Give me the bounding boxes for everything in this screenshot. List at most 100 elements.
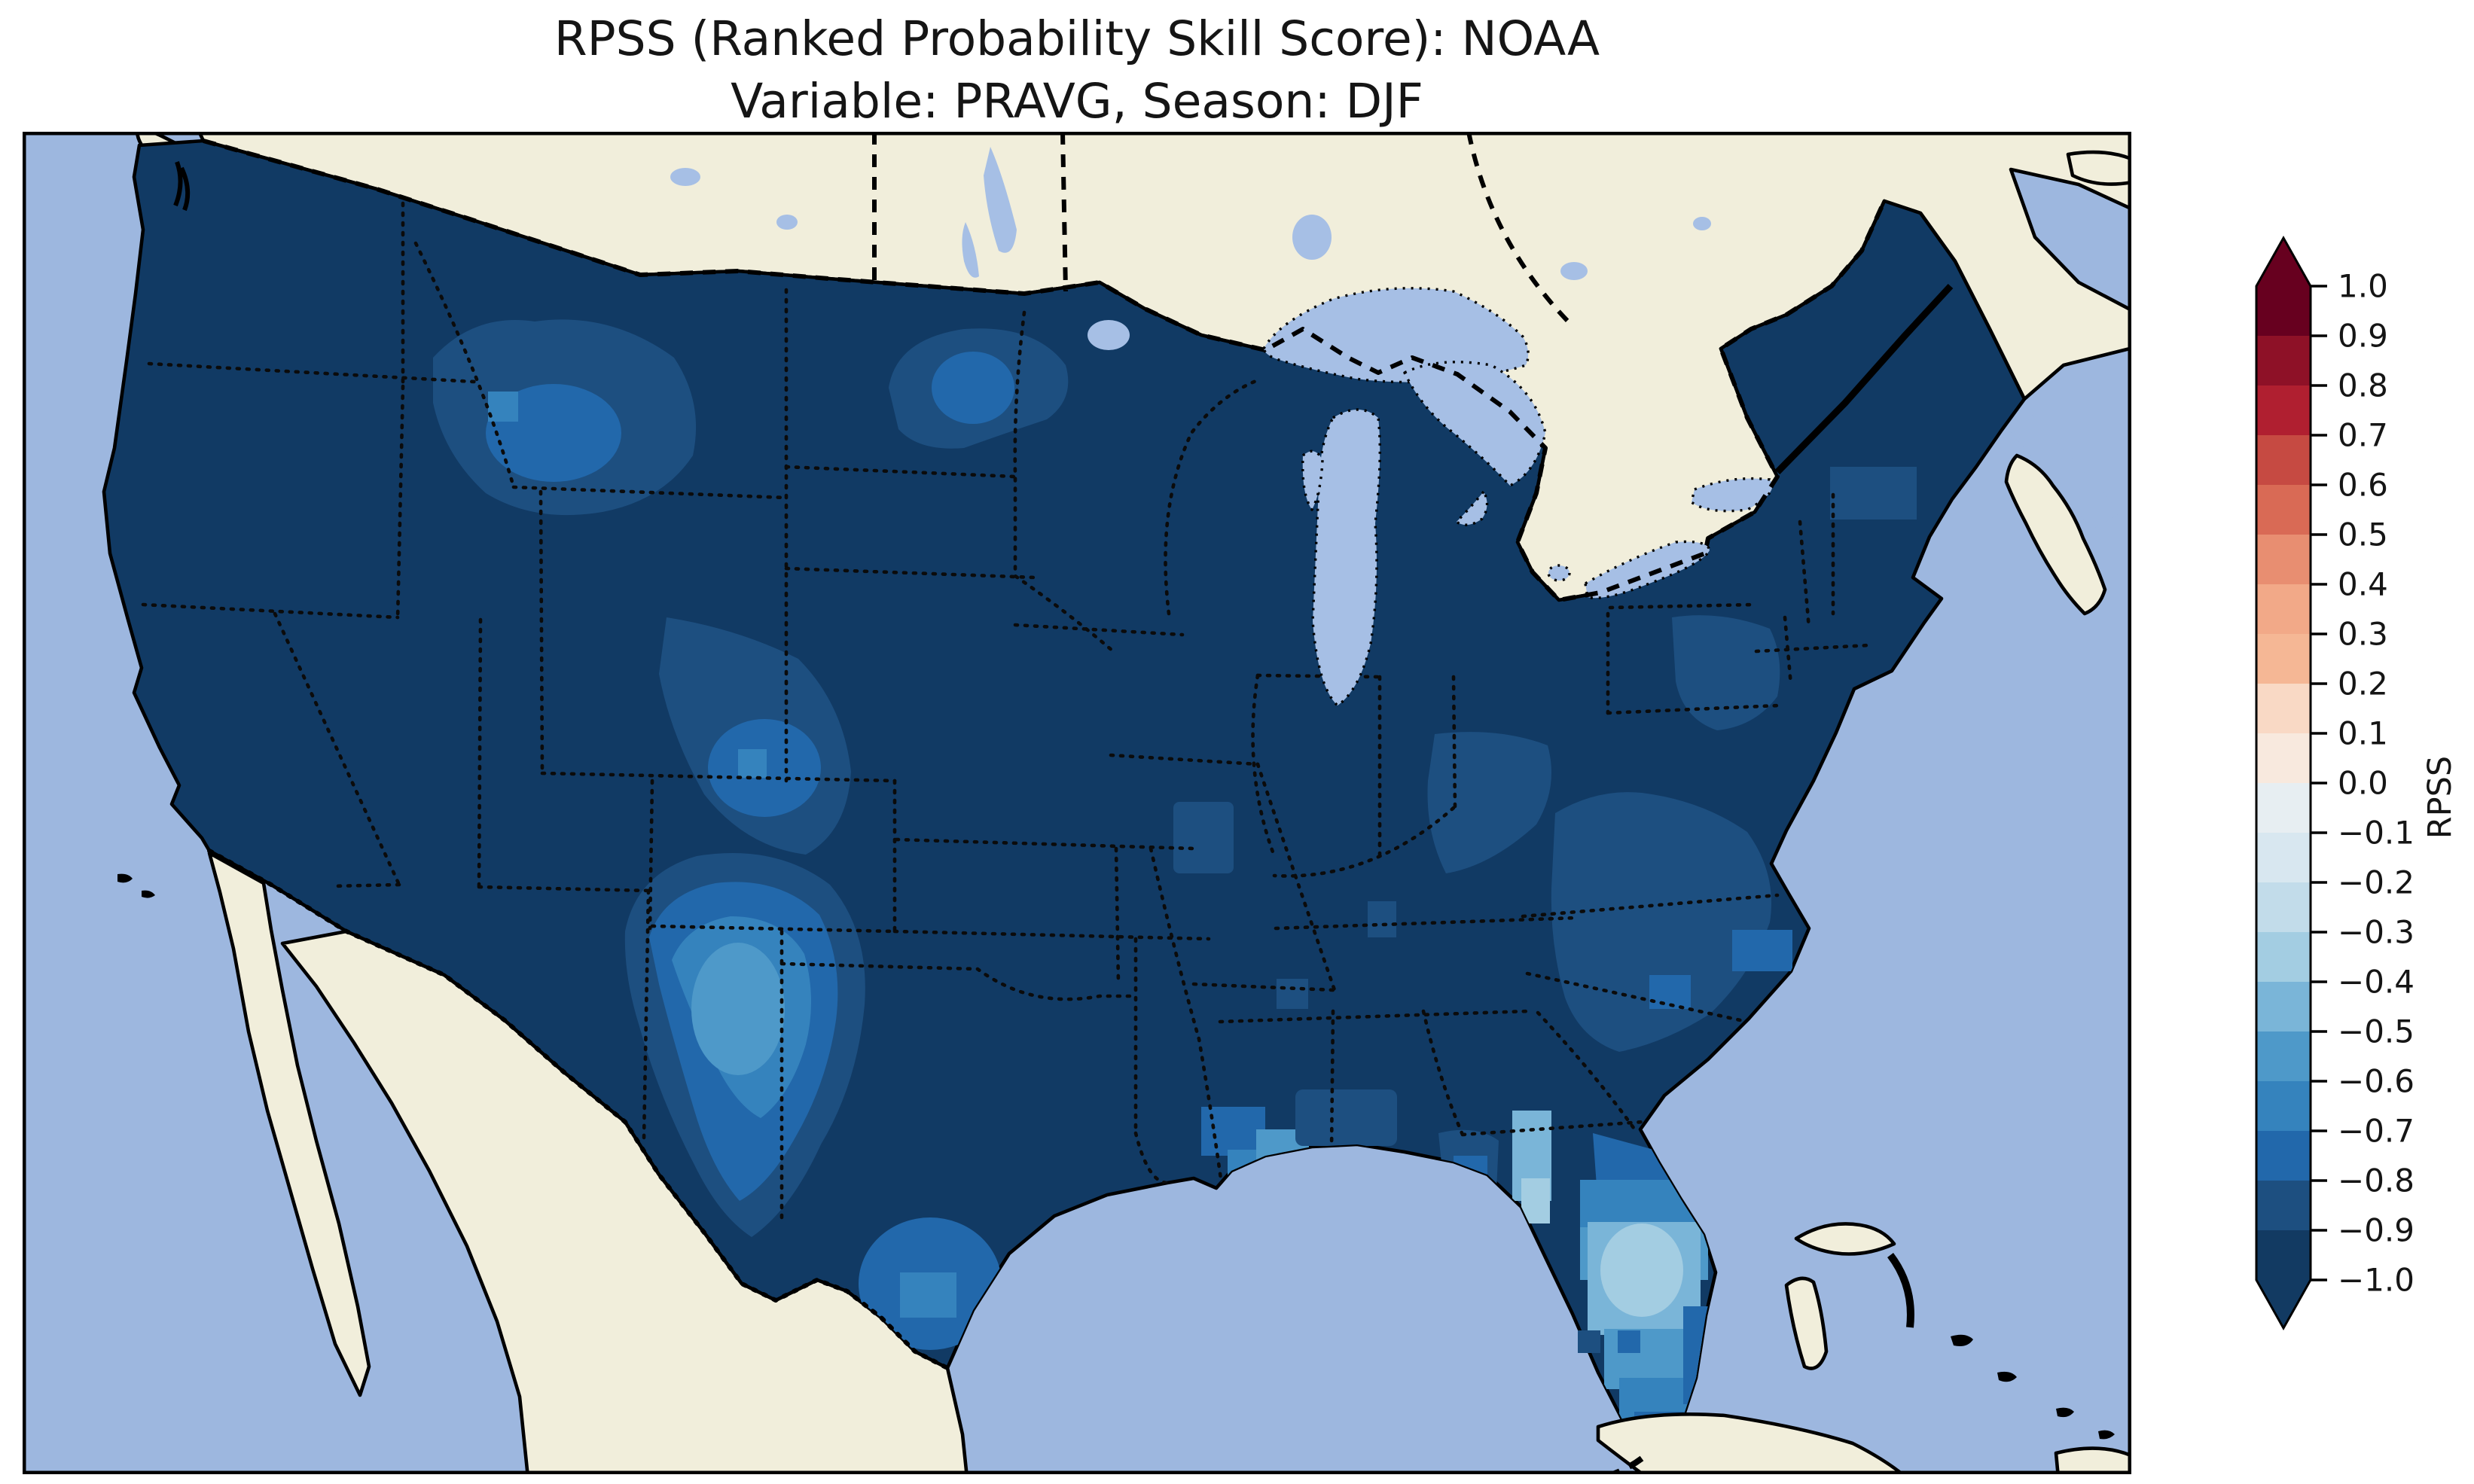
colorbar-segment	[2256, 882, 2311, 933]
colorbar-segment	[2256, 733, 2311, 784]
colorbar-tick-label: −0.1	[2338, 815, 2415, 852]
lake-of-the-woods	[1088, 320, 1130, 350]
provincial-border-2	[1060, 132, 1068, 292]
bahama-cay-1	[1951, 1334, 1973, 1346]
hispaniola-edge	[2054, 1446, 2131, 1474]
region-keys-cell-2	[1618, 1330, 1640, 1353]
colorbar-segment	[2256, 684, 2311, 734]
colorbar-segment	[2256, 833, 2311, 883]
region-maryland	[1672, 615, 1780, 730]
green-bay	[1301, 449, 1324, 511]
region-tennessee-cell-1	[1277, 979, 1308, 1009]
rpss-patches	[433, 319, 1917, 1449]
lake-manitoba	[962, 222, 979, 278]
florida-keys-arc	[1603, 1455, 1644, 1474]
colorbar-segment	[2256, 535, 2311, 585]
eleuthera	[1887, 1252, 1914, 1328]
colorbar-tick-label: 0.7	[2338, 417, 2388, 454]
colorbar-tick-label: 0.4	[2338, 566, 2388, 603]
colorbar-tick-label: 0.5	[2338, 517, 2388, 553]
lake-huron	[1403, 361, 1547, 487]
title-line-1: RPSS (Ranked Probability Skill Score): N…	[554, 11, 1600, 66]
colorbar-panel: 1.0 0.9 0.8 0.7 0.6 0.5 0.4 0.3 0.2 0.1 0.0 −0.1 −0.…	[2229, 218, 2474, 1385]
region-north-dakota-core	[932, 352, 1014, 424]
nova-scotia	[2004, 453, 2107, 616]
region-ms-al-coast	[1295, 1089, 1397, 1146]
colorbar-segment	[2256, 1131, 2311, 1181]
region-kentucky-wv	[1427, 732, 1551, 873]
colorbar-segment	[2256, 584, 2311, 635]
colorbar-segment	[2256, 1031, 2311, 1082]
region-fl-bigbend-lighter	[1521, 1178, 1550, 1223]
grand-bahama	[1794, 1222, 1896, 1256]
colorbar-tick-label: 0.0	[2338, 765, 2388, 802]
colorbar-tick-label: −0.9	[2338, 1212, 2415, 1249]
colorbar-segment	[2256, 485, 2311, 535]
map-frame	[23, 132, 2131, 1474]
title-line-2: Variable: PRAVG, Season: DJF	[731, 74, 1423, 130]
colorbar-tick-label: 0.6	[2338, 467, 2388, 504]
canada-pond-4	[1693, 217, 1711, 230]
colorbar-tick-label: 0.1	[2338, 715, 2388, 752]
region-appalachia-carolinas	[1551, 792, 1771, 1052]
colorbar-tick-label: −0.2	[2338, 864, 2415, 901]
colorbar-over-arrow	[2256, 238, 2311, 287]
region-missouri	[1173, 802, 1234, 873]
bahama-cay-4	[2098, 1430, 2115, 1440]
bahama-cay-3	[2056, 1407, 2074, 1418]
figure-title: RPSS (Ranked Probability Skill Score): N…	[23, 8, 2131, 133]
colorbar-segment	[2256, 634, 2311, 684]
colorbar-segment	[2256, 783, 2311, 833]
colorbar-tick-label: −0.3	[2338, 914, 2415, 951]
colorbar-tick-label: 0.2	[2338, 666, 2388, 702]
region-keys-cell-3	[1658, 1330, 1681, 1353]
st-lawrence-river	[1774, 283, 1954, 475]
region-wyoming-dot	[738, 749, 767, 778]
colorbar-segment	[2256, 982, 2311, 1032]
colorbar-segment	[2256, 1181, 2311, 1231]
region-tennessee-cell-2	[1368, 901, 1396, 937]
colorbar-tick-label: −1.0	[2338, 1262, 2415, 1299]
colorbar-tick-label: 0.8	[2338, 367, 2388, 404]
us-canada-border	[203, 139, 1887, 602]
lake-st-clair	[1547, 564, 1571, 582]
lake-erie	[1584, 540, 1711, 599]
canada-lakes	[670, 147, 1711, 350]
region-new-england-cells	[1830, 467, 1917, 520]
lake-superior	[1262, 287, 1530, 384]
colorbar-segment	[2256, 385, 2311, 436]
map-svg	[23, 132, 2131, 1474]
colorbar-segment	[2256, 932, 2311, 983]
islands	[117, 873, 2131, 1474]
colorbar-tick-label: 0.3	[2338, 616, 2388, 653]
lake-nipigon	[1292, 215, 1332, 260]
canada-pond-3	[1560, 262, 1588, 280]
colorbar-tick-label: −0.7	[2338, 1113, 2415, 1150]
saginaw-bay	[1455, 490, 1489, 526]
baja-california	[207, 851, 371, 1397]
colorbar-svg: 1.0 0.9 0.8 0.7 0.6 0.5 0.4 0.3 0.2 0.1 0.0 −0.1 −0.…	[2255, 235, 2415, 1331]
gulf-st-lawrence	[2009, 167, 2131, 312]
state-borders	[141, 201, 1872, 1226]
region-montana-core	[486, 384, 621, 482]
colorbar-segment	[2256, 435, 2311, 486]
colorbar-tick-label: 0.9	[2338, 318, 2388, 355]
bahama-cay-2	[1997, 1371, 2017, 1382]
region-high-plains-core	[691, 943, 785, 1075]
colorbar-under-arrow	[2256, 1279, 2311, 1328]
andros-island	[1784, 1276, 1829, 1370]
region-florida-core-03	[1600, 1223, 1683, 1317]
colorbar-tick-label: −0.6	[2338, 1063, 2415, 1100]
bay-of-fundy	[2006, 401, 2121, 529]
colorbar-tick-label: −0.5	[2338, 1013, 2415, 1050]
lake-michigan	[1311, 408, 1381, 707]
channel-island-2	[142, 890, 155, 898]
puget-sound-inlets	[173, 160, 191, 212]
region-sc-coast-cell	[1649, 975, 1691, 1009]
lake-ontario	[1690, 477, 1774, 513]
colorbar-segment	[2256, 336, 2311, 386]
region-outer-banks	[1732, 930, 1792, 971]
colorbar-tick-label: 1.0	[2338, 268, 2388, 305]
colorbar-tick-label: −0.8	[2338, 1163, 2415, 1199]
colorbar-segment	[2256, 1081, 2311, 1132]
